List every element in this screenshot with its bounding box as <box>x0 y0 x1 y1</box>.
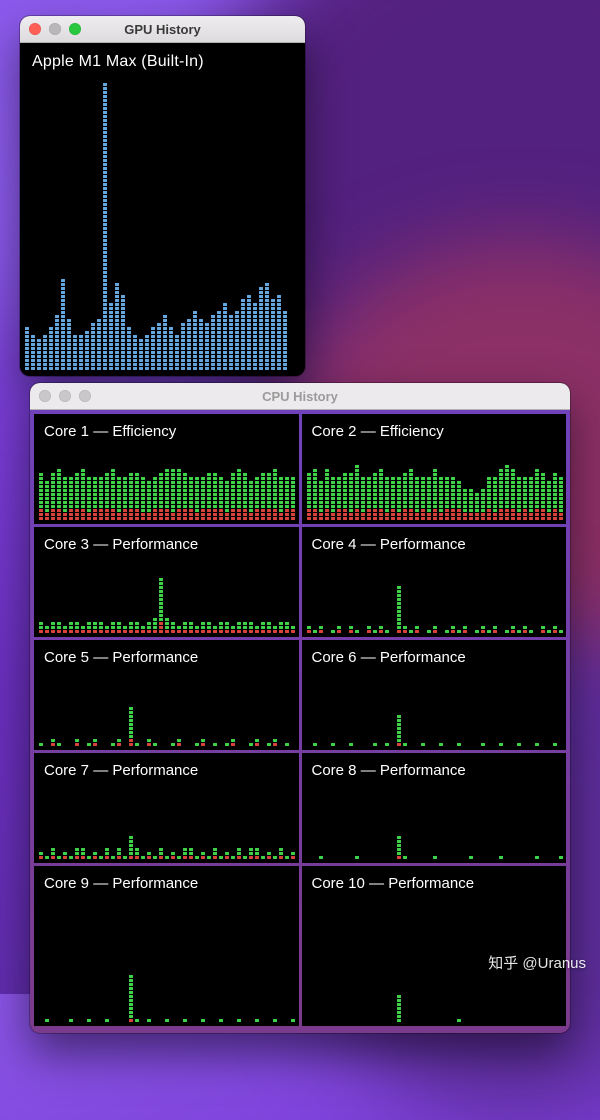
gpu-history-chart <box>25 82 303 370</box>
cpu-window-controls <box>39 383 91 409</box>
core-2-label: Core 2 — Efficiency <box>311 423 444 440</box>
core-10-panel: Core 10 — Performance <box>301 866 566 1026</box>
close-button[interactable] <box>29 23 41 35</box>
core-2-panel: Core 2 — Efficiency <box>301 414 566 524</box>
cpu-window-title: CPU History <box>262 388 338 404</box>
core-5-label: Core 5 — Performance <box>44 649 199 666</box>
core-5-chart <box>39 706 297 746</box>
core-1-chart <box>39 468 297 520</box>
core-9-chart <box>39 974 297 1022</box>
core-8-panel: Core 8 — Performance <box>301 753 566 863</box>
core-1-label: Core 1 — Efficiency <box>44 423 177 440</box>
gpu-window-title: GPU History <box>124 21 201 37</box>
core-9-label: Core 9 — Performance <box>44 875 199 892</box>
core-4-chart <box>306 585 565 633</box>
core-3-panel: Core 3 — Performance <box>34 527 299 637</box>
close-button[interactable] <box>39 390 51 402</box>
core-6-chart <box>307 714 565 746</box>
core-5-panel: Core 5 — Performance <box>34 640 299 750</box>
gpu-chip-label: Apple M1 Max (Built-In) <box>32 53 204 70</box>
core-8-label: Core 8 — Performance <box>311 762 466 779</box>
zoom-button[interactable] <box>79 390 91 402</box>
core-1-panel: Core 1 — Efficiency <box>34 414 299 524</box>
core-4-panel: Core 4 — Performance <box>301 527 566 637</box>
core-10-chart <box>307 994 565 1022</box>
gpu-window-controls <box>29 16 81 42</box>
core-6-panel: Core 6 — Performance <box>301 640 566 750</box>
core-3-label: Core 3 — Performance <box>44 536 199 553</box>
minimize-button[interactable] <box>59 390 71 402</box>
cpu-core-grid: Core 1 — Efficiency Core 2 — Efficiency … <box>30 410 570 1033</box>
core-4-label: Core 4 — Performance <box>311 536 466 553</box>
gpu-chart-panel: Apple M1 Max (Built-In) <box>20 43 305 376</box>
core-7-chart <box>39 835 297 859</box>
cpu-history-window: CPU History Core 1 — Efficiency Core 2 —… <box>30 383 570 1033</box>
core-9-panel: Core 9 — Performance <box>34 866 299 1026</box>
minimize-button[interactable] <box>49 23 61 35</box>
core-2-chart <box>306 464 565 520</box>
gpu-window-titlebar[interactable]: GPU History <box>20 16 305 43</box>
zoom-button[interactable] <box>69 23 81 35</box>
core-7-label: Core 7 — Performance <box>44 762 199 779</box>
gpu-history-window: GPU History Apple M1 Max (Built-In) <box>20 16 305 376</box>
core-8-chart <box>307 835 565 859</box>
watermark-text: 知乎 @Uranus <box>488 955 586 972</box>
core-7-panel: Core 7 — Performance <box>34 753 299 863</box>
core-6-label: Core 6 — Performance <box>311 649 466 666</box>
core-3-chart <box>39 577 297 633</box>
core-10-label: Core 10 — Performance <box>311 875 475 892</box>
cpu-window-titlebar[interactable]: CPU History <box>30 383 570 410</box>
